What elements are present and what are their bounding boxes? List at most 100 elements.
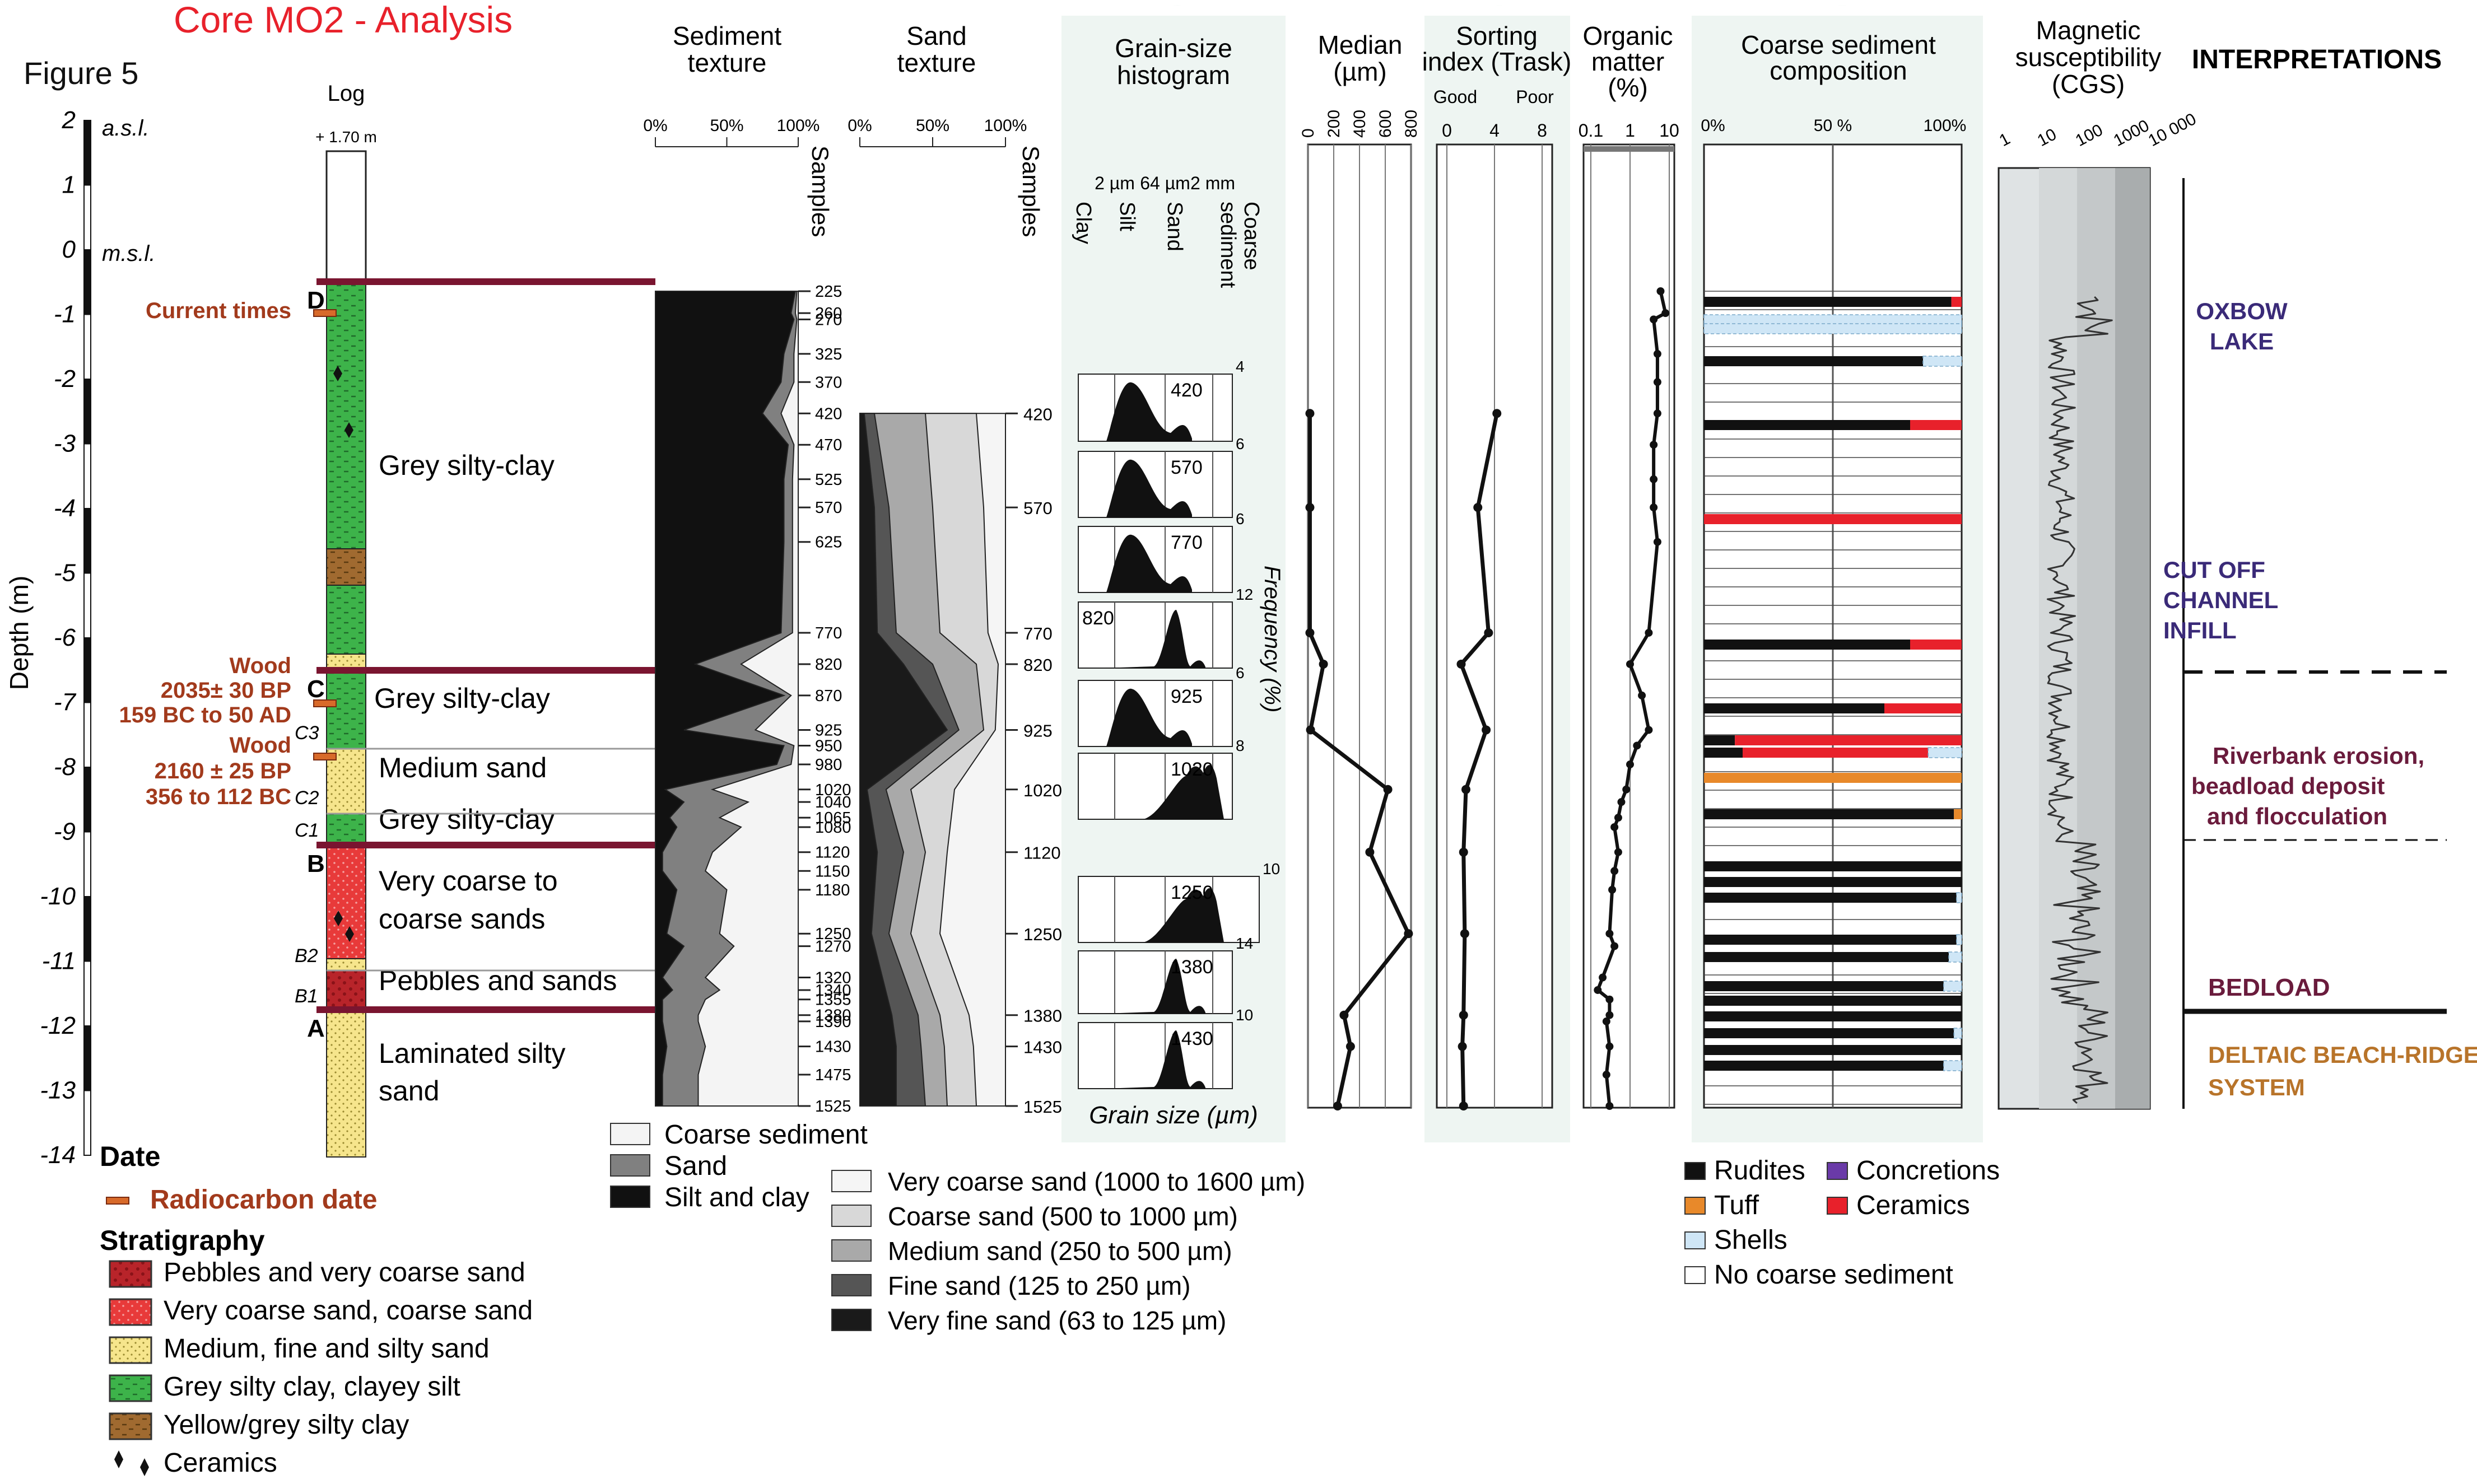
depth-bar-segment	[83, 314, 91, 380]
sediment-texture-panel: Sediment texture Sediment texture 0% 50% 1…	[643, 4, 851, 1116]
histogram-ymax-label: 4	[1236, 358, 1245, 375]
histogram-box: 820 12	[1078, 586, 1253, 669]
log-unit-segment	[326, 1009, 366, 1158]
median-x-tick: 0	[1299, 128, 1317, 138]
coarse-bar-segment	[1743, 748, 1929, 758]
depth-bar-segment	[83, 443, 91, 509]
sample-label: 325	[815, 346, 842, 363]
coarse-comp-panel: Coarse sediment composition Coarse sedim…	[1692, 4, 1983, 1142]
sample-label: 1430	[815, 1038, 851, 1056]
legend-coarse-swatch	[1684, 1231, 1706, 1249]
sand-sample-label: 420	[1023, 404, 1053, 424]
depth-tick-label: -13	[40, 1077, 76, 1104]
coarse-bar-segment	[1704, 297, 1952, 307]
magnetic-x-tick: 10	[2034, 125, 2060, 150]
sample-label: 270	[815, 311, 842, 329]
coarse-bar-segment	[1943, 1060, 1962, 1071]
log-unit-segment	[326, 958, 366, 971]
histogram-box: 770 6	[1078, 510, 1245, 593]
histogram-curve	[1143, 765, 1224, 819]
coarse-bar-segment	[1704, 1011, 1962, 1021]
interp-river-b: beadload deposit	[2191, 773, 2385, 799]
histogram-box: 1020 8	[1078, 737, 1245, 820]
sample-label: 470	[815, 436, 842, 454]
coarse-bar-segment	[1704, 356, 1923, 366]
grain-histogram-panel: Grain-size histogram Grain-size histogra…	[1061, 4, 1286, 1142]
coarse-x-tick: 100%	[1924, 116, 1967, 135]
depth-tick-label: -7	[54, 689, 77, 716]
coarse-bar-segment	[1704, 935, 1957, 945]
class-label-coarse-2: sediment	[1216, 202, 1240, 288]
organic-title-1: Organic	[1582, 21, 1673, 50]
sample-label: 1270	[815, 938, 851, 956]
sand-sample-label: 925	[1023, 721, 1053, 740]
log-unit-segment	[326, 670, 366, 749]
sand-x-tick: 50%	[916, 116, 949, 135]
depth-tick-label: -6	[54, 624, 76, 651]
class-label-silt: Silt	[1115, 202, 1139, 231]
sand-sample-label: 1525	[1023, 1097, 1062, 1117]
histogram-sample-label: 820	[1082, 608, 1114, 629]
depth-tick-label: -9	[54, 818, 76, 846]
sorting-point	[1492, 409, 1502, 418]
coarse-bar-segment	[1704, 809, 1954, 819]
interp-cutoff: CUT OFF CHANNEL INFILL	[2163, 4, 2171, 6]
histogram-curve	[1106, 534, 1192, 592]
sample-label: 370	[815, 374, 842, 391]
histogram-sample-label: 770	[1171, 532, 1203, 553]
organic-point	[1602, 1071, 1610, 1079]
magnetic-x-tick: 100	[2073, 121, 2106, 151]
sorting-point	[1482, 725, 1491, 735]
histogram-ymax-label: 6	[1236, 510, 1245, 528]
sample-label: 1475	[815, 1066, 851, 1084]
sub-unit-letter: B1	[295, 986, 318, 1007]
sorting-title-2: index (Trask)	[1422, 47, 1572, 76]
histogram-box: 1430 10	[1078, 1006, 1253, 1089]
log-unit-label: Laminated silty sand	[379, 1038, 566, 1107]
interp-river-a: Riverbank erosion,	[2213, 743, 2424, 769]
sorting-point	[1459, 1010, 1468, 1020]
organic-point	[1661, 309, 1670, 318]
legend-coarse-label: Ceramics	[1856, 1191, 1970, 1220]
size-tick-2um: 2 µm	[1095, 173, 1135, 193]
coarse-bar-segment	[1704, 893, 1957, 903]
organic-point	[1614, 848, 1622, 856]
depth-bar-segment	[83, 767, 91, 833]
coarse-bar-segment	[1704, 996, 1962, 1006]
sediment-texture-title: Sediment texture	[725, 4, 729, 6]
sorting-panel: Sorting index (Trask) Sorting index (Tra…	[1422, 4, 1572, 1142]
coarse-bar-segment	[1704, 735, 1735, 745]
coarse-bar-segment	[1704, 640, 1910, 650]
sample-label: 1340	[815, 982, 851, 1000]
coarse-bar-segment	[1943, 981, 1962, 992]
log-unit-label: Medium sand	[379, 752, 547, 783]
legend-sand-label: Coarse sand (500 to 1000 µm)	[888, 1202, 1238, 1231]
coarse-bar-segment	[1704, 514, 1962, 524]
histogram-curve	[1104, 609, 1205, 668]
sample-label: 625	[815, 534, 842, 552]
wood-date-1: Wood 2035± 30 BP 159 BC to 50 AD	[119, 654, 337, 727]
organic-point	[1608, 885, 1617, 894]
histogram-frame	[1078, 1022, 1233, 1089]
log-top-label: + 1.70 m	[315, 128, 377, 146]
legend-sediment-label: Silt and clay	[664, 1183, 809, 1212]
sample-label: 870	[815, 687, 842, 705]
depth-bar-segment	[83, 379, 91, 445]
depth-bar-segment	[83, 1090, 91, 1156]
median-point	[1345, 1042, 1355, 1051]
median-title-1: Median	[1318, 30, 1403, 59]
organic-frame	[1582, 143, 1675, 1109]
legend-radiocarbon-label: Radiocarbon date	[150, 1185, 377, 1215]
coarse-bar-segment	[1703, 314, 1962, 325]
interpretations-title: INTERPRETATIONS	[2192, 45, 2442, 74]
histogram-frame	[1078, 950, 1233, 1014]
legend-sand-swatch	[831, 1274, 872, 1296]
depth-tick-label: -2	[54, 365, 76, 393]
grain-histogram-title-2: histogram	[1117, 60, 1230, 90]
median-x-tick: 600	[1376, 110, 1395, 138]
organic-point	[1650, 475, 1658, 483]
histogram-curve	[1104, 1030, 1205, 1089]
organic-point	[1610, 823, 1619, 831]
coarse-bar-segment	[1884, 703, 1962, 713]
sorting-x-tick: 4	[1489, 120, 1500, 141]
